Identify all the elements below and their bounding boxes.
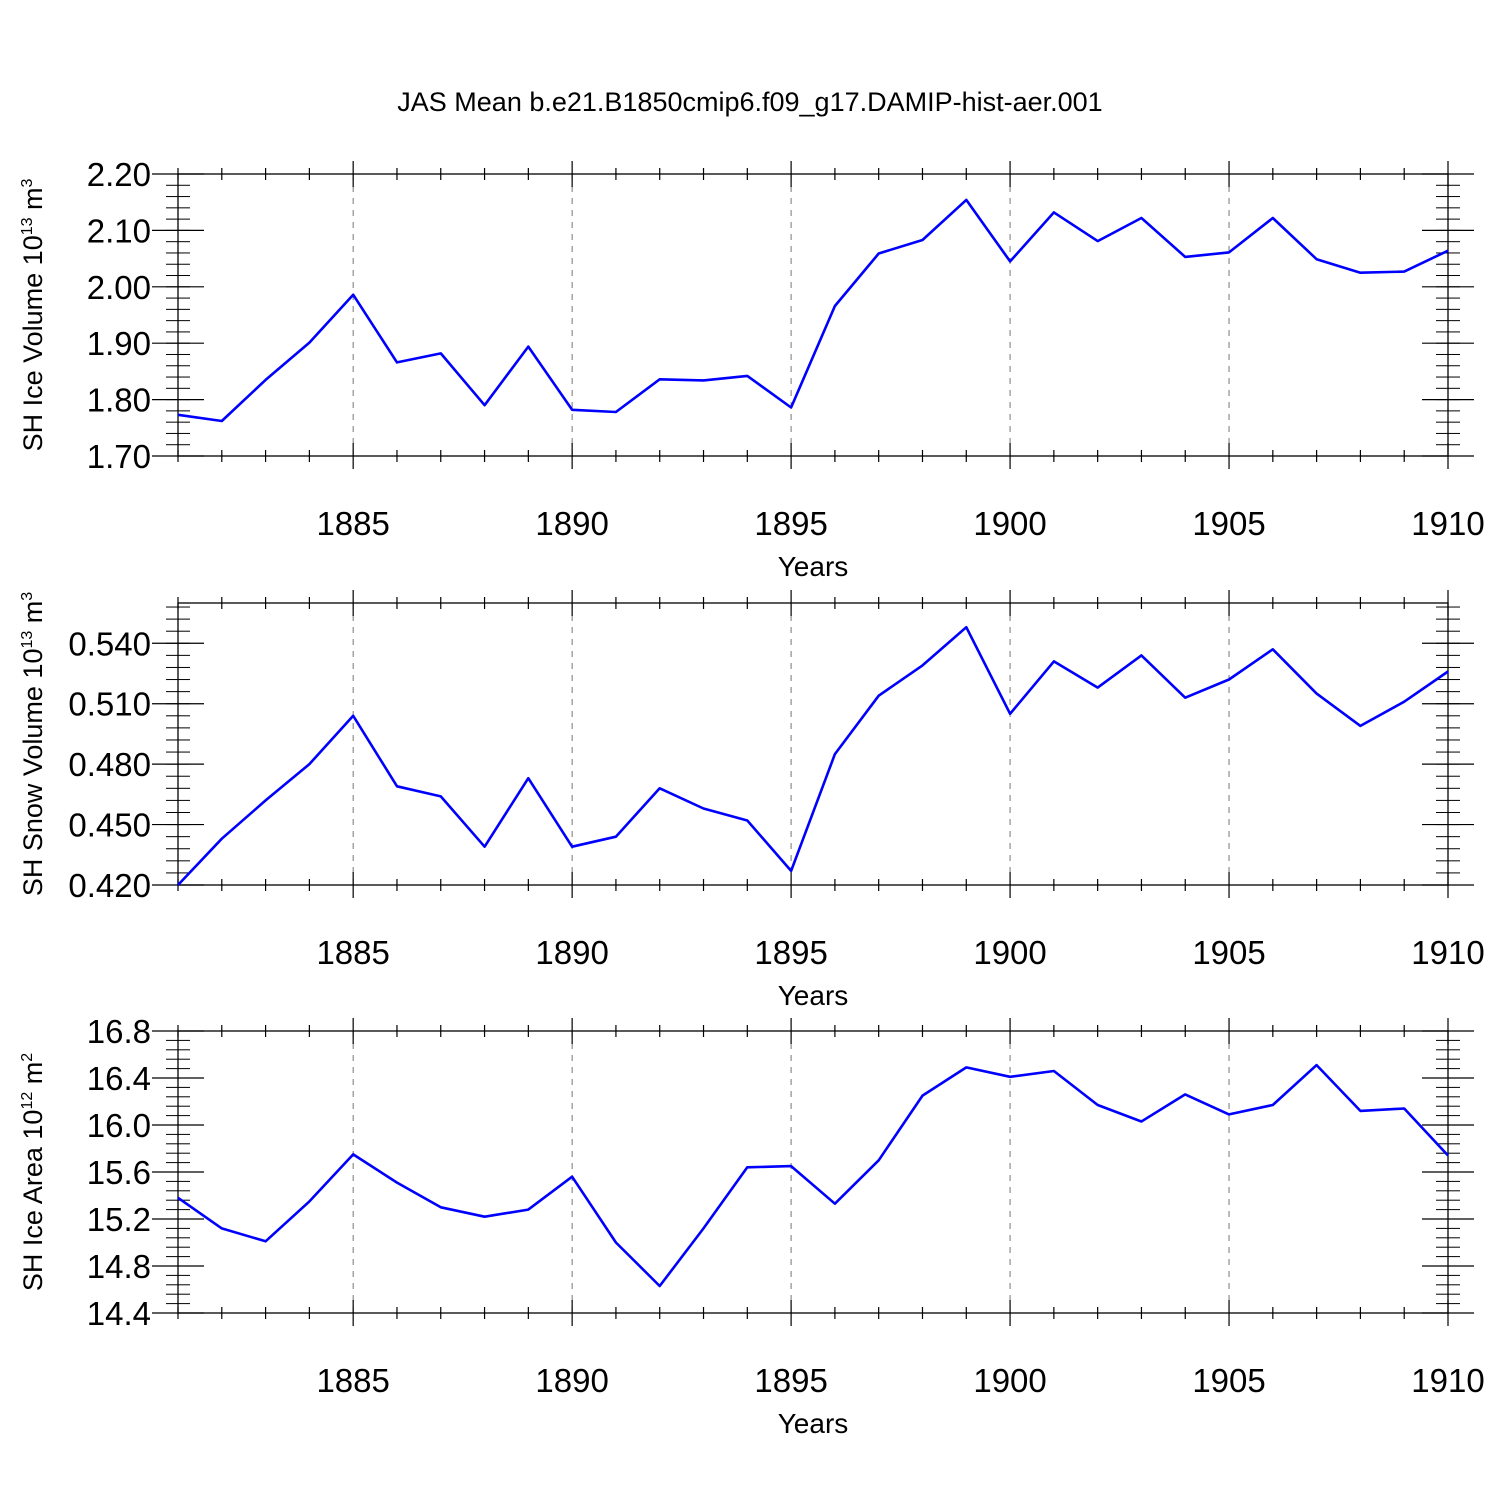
y-tick-label: 14.4 [87, 1295, 151, 1332]
y-tick-label: 1.70 [87, 438, 151, 475]
y-tick-label: 1.80 [87, 382, 151, 419]
y-axis-label: SH Ice Area 1012 m2 [18, 1053, 48, 1291]
x-tick-label: 1895 [754, 1362, 827, 1399]
y-tick-label: 0.420 [68, 867, 151, 904]
x-axis-label: Years [778, 551, 849, 582]
x-tick-label: 1910 [1411, 1362, 1484, 1399]
x-tick-label: 1885 [316, 505, 389, 542]
x-tick-label: 1900 [973, 1362, 1046, 1399]
y-tick-label: 14.8 [87, 1248, 151, 1285]
series-line [177, 198, 1449, 423]
y-axis-label: SH Snow Volume 1013 m3 [18, 592, 48, 896]
x-tick-label: 1900 [973, 934, 1046, 971]
x-axis-label: Years [778, 1408, 849, 1439]
y-axis-label: SH Ice Volume 1013 m3 [18, 178, 48, 451]
x-tick-label: 1890 [535, 934, 608, 971]
plot-frame [177, 1030, 1449, 1314]
x-tick-label: 1890 [535, 505, 608, 542]
x-tick-label: 1900 [973, 505, 1046, 542]
x-tick-label: 1910 [1411, 934, 1484, 971]
y-tick-label: 15.2 [87, 1201, 151, 1238]
y-tick-label: 16.4 [87, 1060, 151, 1097]
x-tick-label: 1910 [1411, 505, 1484, 542]
y-tick-label: 0.480 [68, 746, 151, 783]
plot-frame [177, 602, 1449, 886]
x-tick-label: 1905 [1192, 934, 1265, 971]
y-tick-label: 16.0 [87, 1107, 151, 1144]
x-tick-label: 1895 [754, 505, 827, 542]
y-tick-label: 2.00 [87, 269, 151, 306]
y-tick-label: 2.20 [87, 156, 151, 193]
y-tick-label: 1.90 [87, 325, 151, 362]
y-tick-label: 0.510 [68, 686, 151, 723]
y-tick-label: 2.10 [87, 212, 151, 249]
x-tick-label: 1890 [535, 1362, 608, 1399]
x-tick-label: 1885 [316, 1362, 389, 1399]
y-tick-label: 0.540 [68, 625, 151, 662]
series-line [177, 1063, 1449, 1288]
panel-3: 14.4 14.8 15.2 15.6 16.0 16.4 16.8 1885 1890 1895… [18, 1013, 1485, 1439]
panel-1: 1.70 1.80 1.90 2.00 2.10 2.20 1885 1890 1895 1900… [18, 156, 1485, 582]
plot-frame [177, 173, 1449, 457]
panel-2: 0.420 0.450 0.480 0.510 0.540 1885 1890 1895 190… [18, 590, 1485, 1011]
x-axis-label: Years [778, 980, 849, 1011]
x-tick-label: 1885 [316, 934, 389, 971]
series-line [177, 625, 1449, 886]
x-tick-label: 1905 [1192, 505, 1265, 542]
y-tick-label: 16.8 [87, 1013, 151, 1050]
x-tick-label: 1905 [1192, 1362, 1265, 1399]
x-tick-label: 1895 [754, 934, 827, 971]
y-tick-label: 0.450 [68, 807, 151, 844]
figure-title: JAS Mean b.e21.B1850cmip6.f09_g17.DAMIP-… [397, 87, 1102, 117]
y-tick-label: 15.6 [87, 1154, 151, 1191]
